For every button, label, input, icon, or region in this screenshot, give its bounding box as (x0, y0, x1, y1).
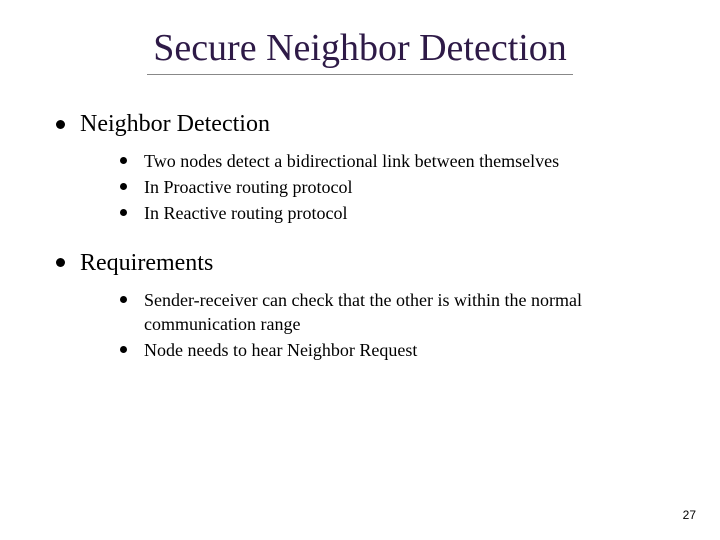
section-heading: Requirements Sender-receiver can check t… (52, 248, 672, 363)
slide: Secure Neighbor Detection Neighbor Detec… (0, 0, 720, 540)
bullet-list-level2: Two nodes detect a bidirectional link be… (116, 149, 672, 226)
list-item: In Proactive routing protocol (116, 175, 672, 199)
page-number: 27 (683, 508, 696, 522)
section-heading-text: Requirements (80, 250, 213, 276)
list-item: In Reactive routing protocol (116, 201, 672, 225)
list-item: Sender-receiver can check that the other… (116, 288, 672, 337)
slide-title: Secure Neighbor Detection (48, 28, 672, 75)
bullet-list-level1: Neighbor Detection Two nodes detect a bi… (52, 109, 672, 363)
list-item: Node needs to hear Neighbor Request (116, 338, 672, 362)
slide-title-text: Secure Neighbor Detection (147, 28, 573, 75)
section-heading-text: Neighbor Detection (80, 111, 270, 137)
bullet-list-level2: Sender-receiver can check that the other… (116, 288, 672, 363)
section-heading: Neighbor Detection Two nodes detect a bi… (52, 109, 672, 226)
list-item: Two nodes detect a bidirectional link be… (116, 149, 672, 173)
